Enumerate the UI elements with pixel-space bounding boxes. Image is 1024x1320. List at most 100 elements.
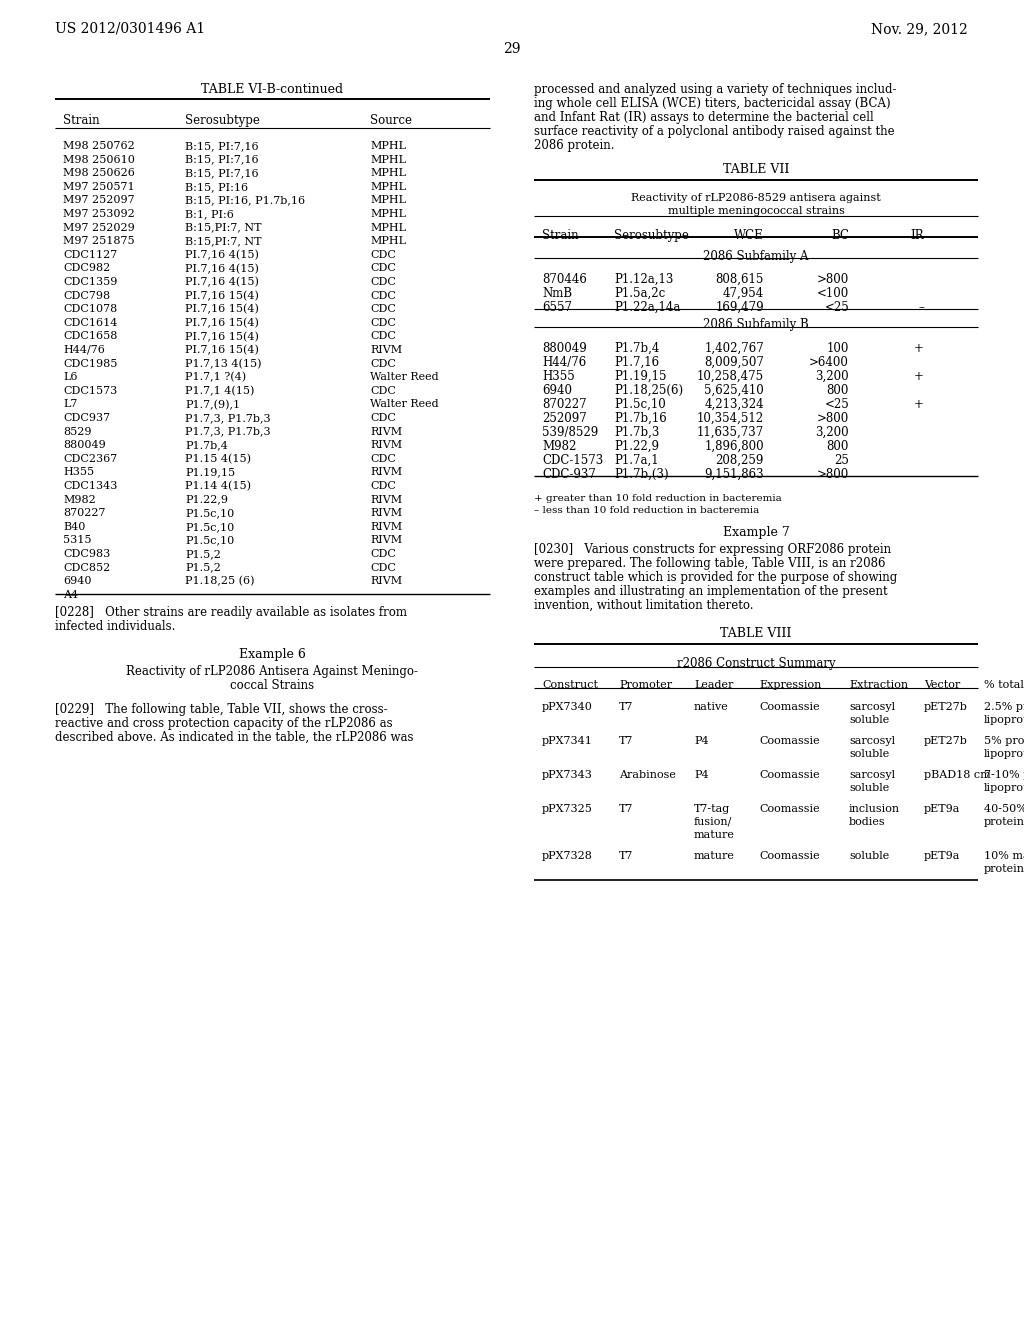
Text: pPX7325: pPX7325 [542,804,593,814]
Text: 800: 800 [826,384,849,397]
Text: 40-50% mature: 40-50% mature [984,804,1024,814]
Text: sarcosyl: sarcosyl [849,770,895,780]
Text: [0230]   Various constructs for expressing ORF2086 protein: [0230] Various constructs for expressing… [534,543,891,556]
Text: –: – [919,301,924,314]
Text: B:15,PI:7, NT: B:15,PI:7, NT [185,236,261,247]
Text: CDC: CDC [370,454,396,463]
Text: 252097: 252097 [542,412,587,425]
Text: Coomassie: Coomassie [759,804,819,814]
Text: P1.5a,2c: P1.5a,2c [614,286,666,300]
Text: inclusion: inclusion [849,804,900,814]
Text: M982: M982 [63,495,96,504]
Text: PI.7,16 4(15): PI.7,16 4(15) [185,277,259,288]
Text: construct table which is provided for the purpose of showing: construct table which is provided for th… [534,572,897,583]
Text: 6940: 6940 [63,577,91,586]
Text: sarcosyl: sarcosyl [849,702,895,711]
Text: 25: 25 [835,454,849,467]
Text: 29: 29 [503,42,521,55]
Text: M97 252097: M97 252097 [63,195,134,206]
Text: surface reactivity of a polyclonal antibody raised against the: surface reactivity of a polyclonal antib… [534,125,895,139]
Text: RIVM: RIVM [370,536,402,545]
Text: B:15,PI:7, NT: B:15,PI:7, NT [185,223,261,232]
Text: 100: 100 [826,342,849,355]
Text: CDC1985: CDC1985 [63,359,118,368]
Text: H355: H355 [542,370,574,383]
Text: reactive and cross protection capacity of the rLP2086 as: reactive and cross protection capacity o… [55,717,392,730]
Text: CDC-1573: CDC-1573 [542,454,603,467]
Text: RIVM: RIVM [370,426,402,437]
Text: P1.7,1 4(15): P1.7,1 4(15) [185,385,254,396]
Text: B:15, PI:7,16: B:15, PI:7,16 [185,141,259,150]
Text: M98 250762: M98 250762 [63,141,135,150]
Text: Strain: Strain [63,114,99,127]
Text: CDC982: CDC982 [63,264,111,273]
Text: RIVM: RIVM [370,467,402,478]
Text: RIVM: RIVM [370,521,402,532]
Text: CDC798: CDC798 [63,290,111,301]
Text: M97 250571: M97 250571 [63,182,134,191]
Text: 10,258,475: 10,258,475 [697,370,764,383]
Text: IR: IR [910,228,924,242]
Text: 2086 Subfamily B: 2086 Subfamily B [703,318,809,331]
Text: CDC: CDC [370,385,396,396]
Text: M98 250626: M98 250626 [63,168,135,178]
Text: T7: T7 [618,851,634,861]
Text: Coomassie: Coomassie [759,770,819,780]
Text: [0228]   Other strains are readily available as isolates from: [0228] Other strains are readily availab… [55,606,407,619]
Text: lipoprotein: lipoprotein [984,783,1024,793]
Text: fusion/: fusion/ [694,817,732,828]
Text: Coomassie: Coomassie [759,851,819,861]
Text: CDC: CDC [370,318,396,327]
Text: 808,615: 808,615 [716,273,764,286]
Text: mature: mature [694,851,735,861]
Text: Coomassie: Coomassie [759,702,819,711]
Text: multiple meningococcal strains: multiple meningococcal strains [668,206,845,216]
Text: CDC852: CDC852 [63,562,111,573]
Text: P1.19,15: P1.19,15 [185,467,236,478]
Text: A4: A4 [63,590,78,599]
Text: 7-10% processed: 7-10% processed [984,770,1024,780]
Text: P1.7,3, P1.7b,3: P1.7,3, P1.7b,3 [185,413,270,422]
Text: pPX7340: pPX7340 [542,702,593,711]
Text: P1.7,13 4(15): P1.7,13 4(15) [185,359,261,370]
Text: PI.7,16 4(15): PI.7,16 4(15) [185,264,259,273]
Text: pET27b: pET27b [924,702,968,711]
Text: Promoter: Promoter [618,680,672,690]
Text: B:15, PI:16: B:15, PI:16 [185,182,248,191]
Text: P1.5c,10: P1.5c,10 [185,521,234,532]
Text: P1.7b,4: P1.7b,4 [185,440,228,450]
Text: TABLE VII: TABLE VII [723,162,790,176]
Text: pET9a: pET9a [924,851,961,861]
Text: bodies: bodies [849,817,886,828]
Text: P1.5c,10: P1.5c,10 [614,399,666,411]
Text: P1.7b,3: P1.7b,3 [614,426,659,440]
Text: H44/76: H44/76 [542,356,587,370]
Text: B:15, PI:16, P1.7b,16: B:15, PI:16, P1.7b,16 [185,195,305,206]
Text: CDC: CDC [370,359,396,368]
Text: CDC: CDC [370,290,396,301]
Text: B:1, PI:6: B:1, PI:6 [185,209,233,219]
Text: CDC1359: CDC1359 [63,277,118,286]
Text: soluble: soluble [849,748,889,759]
Text: 208,259: 208,259 [716,454,764,467]
Text: sarcosyl: sarcosyl [849,737,895,746]
Text: infected individuals.: infected individuals. [55,620,175,632]
Text: RIVM: RIVM [370,440,402,450]
Text: CDC: CDC [370,277,396,286]
Text: P1.19,15: P1.19,15 [614,370,667,383]
Text: pPX7341: pPX7341 [542,737,593,746]
Text: and Infant Rat (IR) assays to determine the bacterial cell: and Infant Rat (IR) assays to determine … [534,111,873,124]
Text: PI.7,16 15(4): PI.7,16 15(4) [185,318,259,329]
Text: 8529: 8529 [63,426,91,437]
Text: CDC: CDC [370,249,396,260]
Text: Nov. 29, 2012: Nov. 29, 2012 [871,22,968,36]
Text: +: + [914,370,924,383]
Text: Construct: Construct [542,680,598,690]
Text: 9,151,863: 9,151,863 [705,469,764,480]
Text: Example 7: Example 7 [723,525,790,539]
Text: MPHL: MPHL [370,141,406,150]
Text: invention, without limitation thereto.: invention, without limitation thereto. [534,599,754,612]
Text: PI.7,16 15(4): PI.7,16 15(4) [185,331,259,342]
Text: P1.5,2: P1.5,2 [185,549,221,558]
Text: CDC1658: CDC1658 [63,331,118,342]
